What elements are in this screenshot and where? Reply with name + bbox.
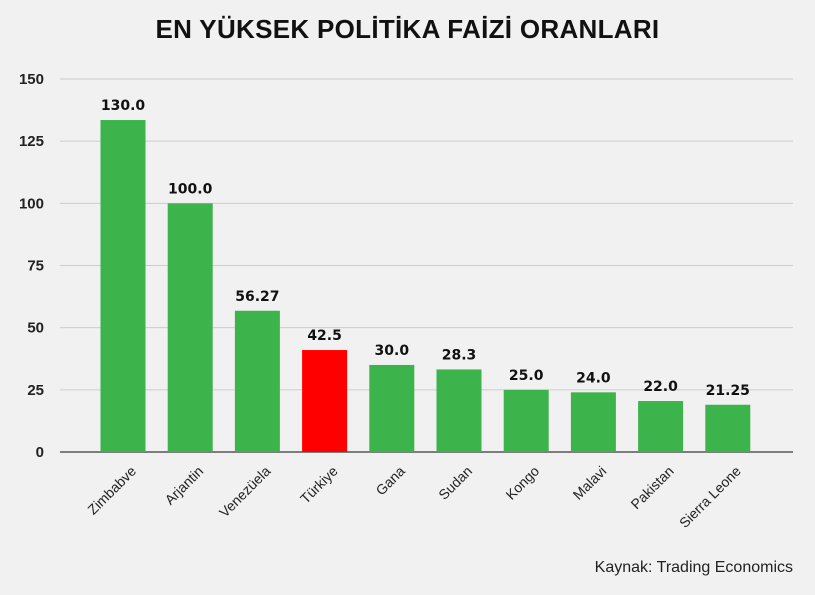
bar xyxy=(436,369,482,452)
bar xyxy=(100,120,146,452)
x-tick-label: Venezüela xyxy=(216,463,274,521)
bar xyxy=(503,389,549,452)
bar xyxy=(638,401,684,452)
y-tick-label: 0 xyxy=(36,444,44,461)
data-label: 42.5 xyxy=(307,328,342,344)
data-label: 24.0 xyxy=(576,370,611,386)
x-tick-label: Sudan xyxy=(435,463,475,503)
bar xyxy=(369,364,415,452)
x-tick-label: Sierra Leone xyxy=(676,463,744,531)
bar xyxy=(167,203,213,452)
x-tick-label: Arjantin xyxy=(161,463,206,508)
y-tick-label: 25 xyxy=(27,382,44,399)
y-tick-label: 100 xyxy=(19,195,44,212)
data-label: 25.0 xyxy=(509,368,544,384)
data-label: 21.25 xyxy=(706,383,750,399)
y-tick-label: 150 xyxy=(19,71,44,88)
x-tick-label: Malavi xyxy=(570,463,610,503)
source-note: Kaynak: Trading Economics xyxy=(594,559,793,576)
bar xyxy=(570,392,616,452)
data-label: 130.0 xyxy=(101,98,146,114)
bar xyxy=(705,404,751,452)
chart-title: EN YÜKSEK POLİTİKA FAİZİ ORANLARI xyxy=(155,14,660,44)
data-label: 100.0 xyxy=(168,181,213,197)
data-label: 28.3 xyxy=(442,347,477,363)
data-label: 22.0 xyxy=(643,379,678,395)
x-tick-label: Kongo xyxy=(502,463,542,503)
data-label: 56.27 xyxy=(235,289,279,305)
bar xyxy=(234,310,280,452)
x-tick-label: Pakistan xyxy=(627,463,676,512)
y-tick-label: 125 xyxy=(19,133,44,150)
y-tick-label: 50 xyxy=(27,320,44,337)
x-tick-label: Türkiye xyxy=(297,463,341,507)
x-tick-label: Gana xyxy=(372,463,408,499)
data-label: 30.0 xyxy=(375,343,410,359)
x-tick-label: Zimbabve xyxy=(84,463,139,518)
bar xyxy=(302,350,348,452)
y-tick-label: 75 xyxy=(27,258,44,275)
